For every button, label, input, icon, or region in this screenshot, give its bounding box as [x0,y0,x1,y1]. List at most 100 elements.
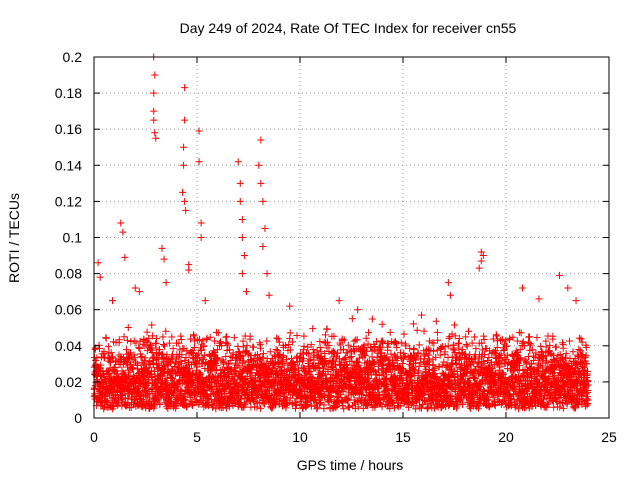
data-point [146,370,154,378]
data-point [150,368,158,376]
data-point [320,390,328,398]
data-point-peak [158,244,166,252]
data-point [289,359,297,367]
data-point [141,354,149,362]
data-point [425,351,433,359]
data-point [480,332,488,340]
data-point-peak [109,297,117,305]
data-point [306,355,314,363]
data-point [113,401,121,409]
data-point [189,379,197,387]
y-tick-label: 0.06 [55,302,82,318]
data-point [225,360,233,368]
data-point [425,357,433,365]
data-point-peak [475,264,483,272]
data-point [274,335,282,343]
data-point [314,377,322,385]
data-point [307,402,315,410]
data-point [241,400,249,408]
data-point [350,337,358,345]
data-point-peak [259,197,267,205]
data-point [199,337,207,345]
data-point [155,360,163,368]
data-point [313,347,321,355]
data-point [309,325,317,333]
data-point [190,344,198,352]
data-point [259,350,267,358]
data-point [286,346,294,354]
data-point [315,400,323,408]
data-point [330,332,338,340]
data-point [329,365,337,373]
data-point-peak [265,291,273,299]
data-point [344,395,352,403]
data-point [393,353,401,361]
data-point [378,403,386,411]
data-point [234,387,242,395]
data-point [311,394,319,402]
data-point [462,350,470,358]
data-point [109,403,117,411]
data-point [329,347,337,355]
data-point [107,349,115,357]
data-point [323,325,331,333]
data-point-peak [181,84,189,92]
data-point [336,341,344,349]
data-point [207,364,215,372]
data-point [282,404,290,412]
data-point [517,329,525,337]
data-point [552,343,560,351]
data-point [246,332,254,340]
data-point [136,337,144,345]
data-point [274,358,282,366]
data-point [308,373,316,381]
data-point [419,401,427,409]
data-point [177,360,185,368]
data-point [354,403,362,411]
data-point [424,405,432,413]
data-point [261,400,269,408]
data-point [135,344,143,352]
data-point [426,347,434,355]
data-point [156,400,164,408]
data-point-peak [151,71,159,79]
data-point-peak [179,188,187,196]
data-point [227,356,235,364]
data-point [194,350,202,358]
data-point [393,344,401,352]
points-layer [90,53,592,413]
data-point [171,359,179,367]
data-point [519,338,527,346]
data-point [348,357,356,365]
data-point [97,361,105,369]
data-point [432,317,440,325]
data-point [170,363,178,371]
data-point [152,339,160,347]
data-point-peak [121,253,129,261]
data-point-peak [257,136,265,144]
data-point [169,353,177,361]
y-tick-label: 0.2 [63,49,83,65]
data-point [493,344,501,352]
data-point [123,336,131,344]
y-tick-label: 0.02 [55,374,82,390]
data-point [355,361,363,369]
data-point [562,350,570,358]
data-point [134,361,142,369]
data-point [382,380,390,388]
data-point [368,315,376,323]
data-point [169,345,177,353]
data-point-peak [572,297,580,305]
data-point [420,327,428,335]
data-point [230,334,238,342]
data-point [224,341,232,349]
data-point [114,400,122,408]
data-point [104,343,112,351]
data-point [108,353,116,361]
data-point [332,404,340,412]
data-point [249,343,257,351]
data-point [433,328,441,336]
data-point [256,366,264,374]
data-point [413,353,421,361]
data-point [365,374,373,382]
